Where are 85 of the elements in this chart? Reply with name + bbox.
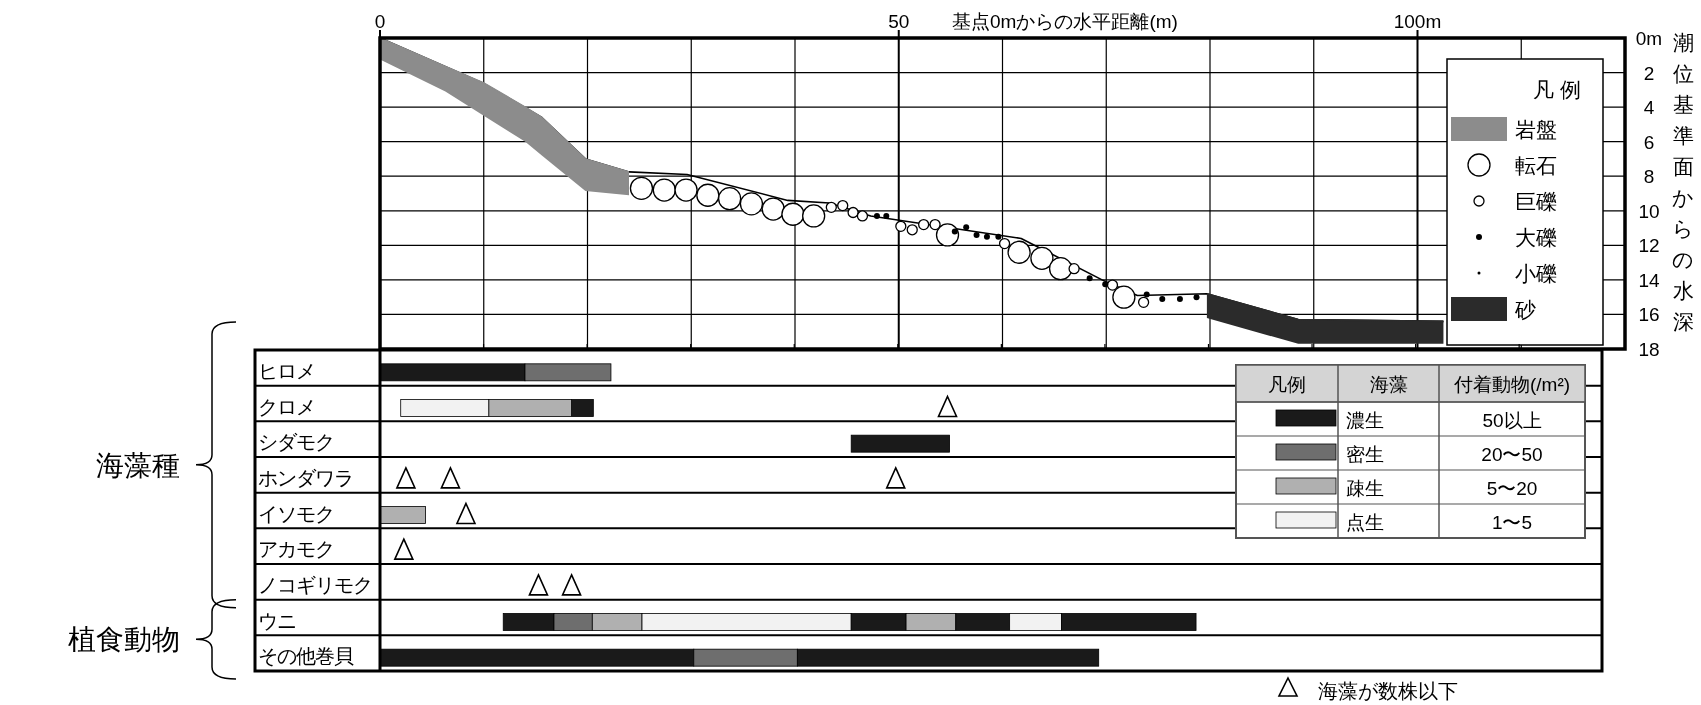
point [781, 202, 805, 226]
y-tick-label: ウニ [258, 609, 296, 632]
text: 海藻種 [96, 449, 180, 481]
y-tick-label: 18 [1638, 339, 1660, 360]
y-tick-label: シダモク [258, 431, 334, 454]
point [1048, 257, 1073, 281]
y-tick-label: 10 [1638, 200, 1660, 222]
y-tick-label: 4 [1643, 97, 1655, 119]
point [998, 237, 1011, 250]
legend-label: 砂 [1514, 298, 1536, 321]
legend-label: 点生 [1346, 512, 1384, 533]
point [629, 176, 654, 200]
point [739, 192, 764, 216]
point [837, 199, 849, 212]
point [895, 220, 907, 232]
legend-label: 海藻が数株以下 [1318, 680, 1458, 702]
legend-label: 小礫 [1515, 262, 1557, 285]
x-axis-title: 基点0mからの水平距離(m) [952, 11, 1178, 32]
y-tick-label: ノコギリモク [258, 573, 372, 596]
y-tick-label: 2 [1643, 62, 1655, 84]
point [847, 206, 859, 219]
legend-label: 疎生 [1346, 478, 1384, 499]
legend-label: 巨礫 [1515, 190, 1557, 213]
x-tick-label: 0 [374, 11, 386, 32]
point [873, 212, 880, 219]
annotation: 5〜20 [1486, 478, 1538, 499]
y-tick-label: アカモク [258, 538, 334, 561]
point [983, 233, 990, 240]
y-tick-label: 12 [1638, 235, 1660, 257]
point [1007, 240, 1031, 264]
legend-title: 凡例 [1268, 374, 1306, 395]
y-tick-label: 14 [1638, 269, 1660, 291]
point [883, 212, 890, 219]
point [918, 218, 930, 231]
legend-label: 密生 [1346, 444, 1384, 465]
y-tick-label: 6 [1643, 131, 1655, 153]
annotation: 50以上 [1482, 410, 1542, 431]
legend-label: 大礫 [1515, 226, 1557, 249]
point [802, 204, 826, 228]
point [1030, 246, 1054, 270]
y-tick-label: 16 [1638, 304, 1660, 326]
point [1193, 294, 1200, 301]
point [652, 178, 676, 202]
x-tick-label: 100m [1393, 11, 1442, 32]
point [761, 197, 785, 221]
point [1102, 281, 1109, 288]
legend-label: 岩盤 [1515, 118, 1557, 141]
y-tick-label: クロメ [258, 395, 315, 418]
y-tick-label: 0m [1635, 28, 1663, 49]
point [1137, 296, 1150, 308]
x-tick-label: 50 [888, 11, 910, 32]
point [951, 228, 958, 235]
annotation: 20〜50 [1481, 444, 1543, 465]
point [1176, 295, 1183, 302]
point [856, 210, 869, 222]
legend-label: 濃生 [1346, 410, 1384, 431]
text: 潮位基準面からの水深 [1672, 31, 1694, 333]
point [963, 224, 970, 231]
point [696, 183, 720, 207]
point [1068, 263, 1080, 275]
point [995, 233, 1002, 240]
y-tick-label: ホンダワラ [258, 466, 353, 489]
point [717, 187, 742, 211]
point [1112, 285, 1136, 309]
annotation: 付着動物(/m²) [1452, 374, 1571, 395]
annotation: 1〜5 [1491, 512, 1533, 533]
y-tick-label: イソモク [258, 502, 334, 525]
y-tick-label: その他巻貝 [258, 645, 354, 668]
text: 植食動物 [68, 624, 180, 656]
legend-label: 転石 [1515, 154, 1557, 177]
bar [850, 434, 950, 453]
y-tick-label: 8 [1643, 166, 1655, 188]
point [973, 231, 980, 238]
point [935, 223, 960, 247]
point [1143, 291, 1150, 298]
annotation: 海藻 [1369, 374, 1408, 395]
point [674, 178, 698, 202]
point [906, 224, 918, 236]
y-tick-label: ヒロメ [258, 359, 315, 382]
point [1159, 295, 1166, 302]
point [825, 201, 837, 213]
point [1106, 279, 1119, 291]
legend-title: 凡 例 [1533, 78, 1581, 101]
point [929, 218, 941, 231]
point [1086, 275, 1093, 282]
